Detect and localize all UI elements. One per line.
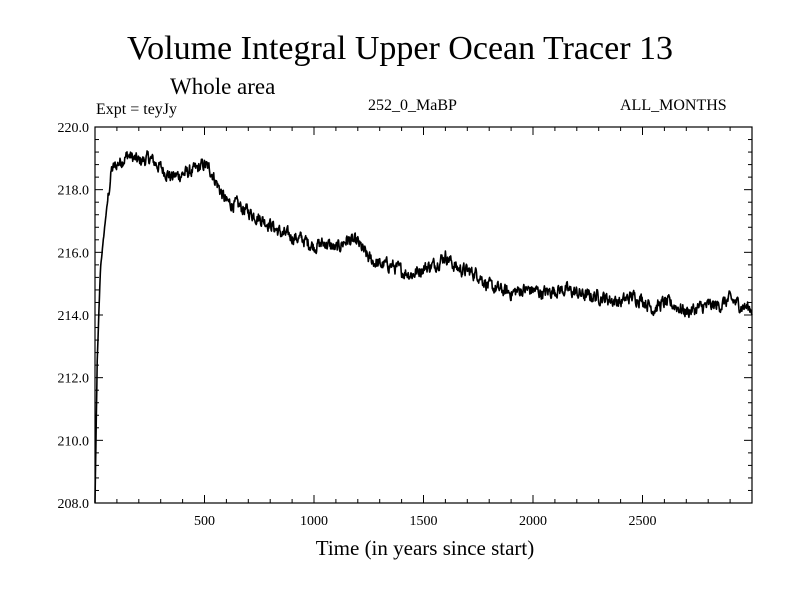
x-tick-label: 1500 [410, 514, 438, 529]
months-label: ALL_MONTHS [620, 97, 727, 114]
y-tick-label: 212.0 [58, 372, 90, 387]
plot-frame [94, 126, 753, 504]
chart-subtitle: Whole area [170, 74, 276, 99]
y-tick-label: 208.0 [58, 497, 90, 512]
y-tick-label: 216.0 [58, 246, 90, 261]
y-tick-label: 218.0 [58, 184, 90, 199]
experiment-label: Expt = teyJy [96, 101, 178, 118]
run-label: 252_0_MaBP [368, 97, 457, 114]
y-tick-label: 210.0 [58, 434, 90, 449]
x-tick-label: 500 [194, 514, 215, 529]
x-axis-label: Time (in years since start) [315, 536, 535, 560]
x-tick-label: 1000 [300, 514, 328, 529]
y-tick-label: 214.0 [58, 309, 90, 324]
y-tick-label: 220.0 [58, 121, 90, 136]
axis-tick-labels: 500 1000 1500 2000 2500 208.0 210.0 212.0 214.0 2… [58, 121, 657, 529]
x-tick-label: 2000 [519, 514, 547, 529]
chart-title: Volume Integral Upper Ocean Tracer 13 [126, 30, 674, 67]
series-line [94, 150, 753, 503]
x-tick-label: 2500 [629, 514, 657, 529]
